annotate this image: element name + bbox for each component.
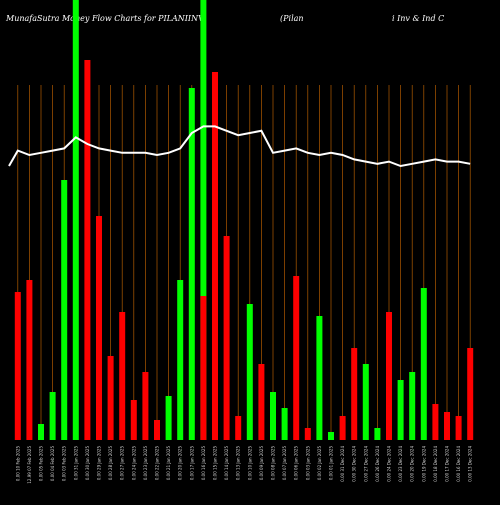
x-tick-label: 0.00 09 Jan 2025 — [259, 446, 264, 481]
x-tick-label: 0.00 24 Dec 2024 — [387, 446, 392, 482]
bar — [305, 428, 311, 440]
bar — [38, 424, 44, 440]
bar — [444, 412, 450, 440]
x-tick-label: 0.00 15 Jan 2025 — [213, 446, 218, 481]
bar — [235, 416, 241, 440]
tick-layer: 0.00 10 Feb 2025 12.99 07 Feb 2025 0.00 05… — [15, 446, 472, 484]
x-tick-label: 12.99 07 Feb 2025 — [27, 446, 32, 484]
bar — [456, 416, 462, 440]
bar — [61, 180, 67, 440]
x-tick-label: 0.00 30 Jan 2025 — [85, 446, 90, 481]
x-tick-label: 0.00 31 Jan 2025 — [73, 446, 78, 481]
x-tick-label: 0.00 13 Dec 2024 — [468, 446, 473, 482]
bar — [96, 216, 102, 440]
x-tick-label: 0.00 21 Jan 2025 — [166, 446, 171, 481]
x-tick-label: 0.00 02 Jan 2025 — [317, 446, 322, 481]
x-tick-label: 0.00 10 Feb 2025 — [15, 446, 20, 482]
x-tick-label: 0.00 08 Jan 2025 — [271, 446, 276, 481]
x-tick-label: 0.00 13 Jan 2025 — [236, 446, 241, 481]
bar — [177, 280, 183, 440]
x-tick-label: 0.00 28 Jan 2025 — [108, 446, 113, 481]
x-tick-label: 0.00 03 Feb 2025 — [62, 446, 67, 482]
x-tick-label: 0.00 22 Jan 2025 — [155, 446, 160, 481]
bar — [432, 404, 438, 440]
bar — [200, 296, 206, 440]
x-tick-label: 0.00 17 Jan 2025 — [189, 446, 194, 481]
x-tick-label: 0.00 18 Dec 2024 — [433, 446, 438, 482]
bar — [363, 364, 369, 440]
bar — [142, 372, 148, 440]
bar — [247, 304, 253, 440]
bar — [84, 60, 90, 440]
bar — [328, 432, 334, 440]
x-tick-label: 0.00 23 Dec 2024 — [398, 446, 403, 482]
bar — [166, 396, 172, 440]
x-tick-label: 0.00 14 Jan 2025 — [224, 446, 229, 481]
bar — [282, 408, 288, 440]
x-tick-label: 0.00 19 Dec 2024 — [421, 446, 426, 482]
bar — [224, 236, 230, 440]
bar — [270, 392, 276, 440]
highlight-bar — [73, 0, 79, 440]
bar — [131, 400, 137, 440]
x-tick-label: 0.00 30 Dec 2024 — [352, 446, 357, 482]
bar — [293, 276, 299, 440]
x-tick-label: 0.00 20 Dec 2024 — [410, 446, 415, 482]
bar — [108, 356, 114, 440]
bar — [15, 292, 21, 440]
bar — [258, 364, 264, 440]
bar — [26, 280, 32, 440]
x-tick-label: 0.00 27 Dec 2024 — [363, 446, 368, 482]
x-tick-label: 0.00 16 Jan 2025 — [201, 446, 206, 481]
bar — [119, 312, 125, 440]
x-tick-label: 0.00 29 Jan 2025 — [97, 446, 102, 481]
bar — [351, 348, 357, 440]
x-tick-label: 0.00 04 Feb 2025 — [50, 446, 55, 482]
bar — [467, 348, 473, 440]
bar — [374, 428, 380, 440]
bar — [189, 88, 195, 440]
x-tick-label: 0.00 20 Jan 2025 — [178, 446, 183, 481]
bar — [421, 288, 427, 440]
x-tick-label: 0.00 26 Dec 2024 — [375, 446, 380, 482]
x-tick-label: 0.00 07 Jan 2025 — [282, 446, 287, 481]
x-tick-label: 0.00 03 Jan 2025 — [305, 446, 310, 481]
x-tick-label: 0.00 23 Jan 2025 — [143, 446, 148, 481]
bar — [316, 316, 322, 440]
x-tick-label: 0.00 24 Jan 2025 — [131, 446, 136, 481]
x-tick-label: 0.00 31 Dec 2024 — [340, 446, 345, 482]
bar — [386, 312, 392, 440]
bar — [154, 420, 160, 440]
x-tick-label: 0.00 27 Jan 2025 — [120, 446, 125, 481]
bar-layer — [15, 0, 473, 440]
bar — [340, 416, 346, 440]
bar — [409, 372, 415, 440]
chart-title-company-cont: i Inv & Ind C — [392, 14, 444, 23]
chart-title-company: (Pilan — [280, 14, 304, 23]
bar — [398, 380, 404, 440]
x-tick-label: 0.00 10 Jan 2025 — [247, 446, 252, 481]
x-tick-label: 0.00 01 Jan 2025 — [329, 446, 334, 481]
chart-title: MunafaSutra Money Flow Charts for PILANI… — [5, 14, 205, 23]
x-tick-label: 0.00 05 Feb 2025 — [39, 446, 44, 482]
x-tick-label: 0.00 16 Dec 2024 — [456, 446, 461, 482]
x-tick-label: 0.00 17 Dec 2024 — [445, 446, 450, 482]
x-tick-label: 0.00 06 Jan 2025 — [294, 446, 299, 481]
bar — [50, 392, 56, 440]
